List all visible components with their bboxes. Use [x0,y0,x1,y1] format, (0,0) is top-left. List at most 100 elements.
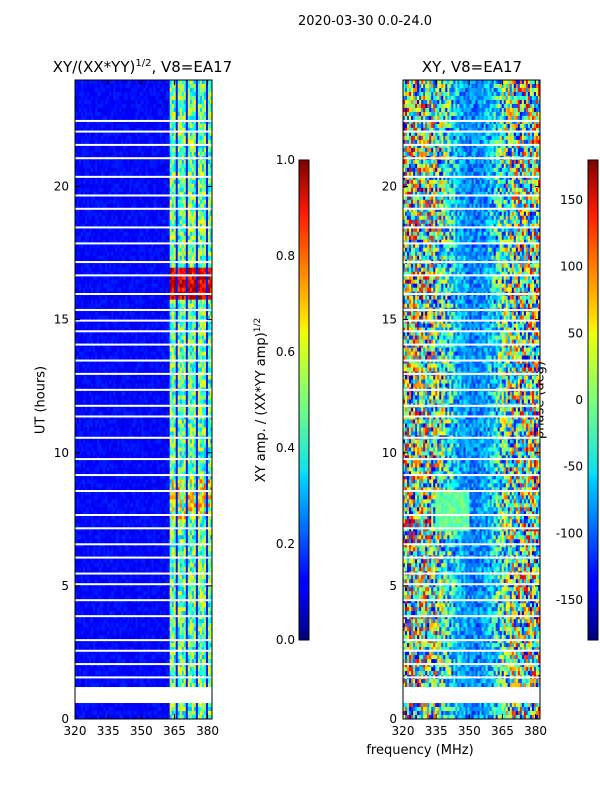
heatmap-cell [167,95,171,101]
heatmap-cell [141,87,144,93]
heatmap-cell [165,80,169,85]
heatmap-cell [147,107,150,113]
heatmap-cell [175,83,179,89]
heatmap-cell [81,119,84,125]
heatmap-cell [183,111,187,117]
heatmap-cell [109,83,112,89]
heatmap-cell [189,107,193,113]
heatmap-cell [159,99,163,105]
heatmap-cell [103,103,106,109]
heatmap-cell [183,83,187,89]
heatmap-cell [127,123,130,129]
heatmap-cell [107,107,110,113]
heatmap-cell [109,99,112,105]
heatmap-cell [141,99,144,105]
heatmap-cell [91,80,94,85]
heatmap-cell [159,87,163,93]
heatmap-cell [191,111,195,117]
heatmap-cell [165,87,169,93]
heatmap-cell [81,95,84,101]
heatmap-cell [149,123,152,129]
heatmap-cell [75,115,78,121]
heatmap-cell [147,115,150,121]
heatmap-cell [107,127,110,133]
heatmap-cell [89,87,92,93]
heatmap-cell [79,123,82,129]
heatmap-cell [201,115,205,121]
heatmap-cell [85,103,88,109]
heatmap-cell [89,115,92,121]
heatmap-cell [127,83,130,89]
heatmap-cell [155,123,158,129]
heatmap-cell [207,103,211,109]
heatmap-cell [115,115,118,121]
heatmap-cell [205,111,209,117]
heatmap-cell [207,123,211,129]
heatmap-cell [151,83,154,89]
heatmap-cell [85,87,88,93]
heatmap-cell [99,83,102,89]
heatmap-cell [195,103,199,109]
heatmap-cell [173,103,177,109]
heatmap-cell [137,119,140,125]
heatmap-cell [161,111,165,117]
heatmap-cell [91,91,94,97]
heatmap-cell [197,80,201,85]
heatmap-cell [171,107,175,113]
heatmap-cell [127,99,130,105]
heatmap-cell [141,123,144,129]
heatmap-cell [157,111,161,117]
heatmap-cell [109,123,112,129]
heatmap-cell [205,99,209,105]
heatmap-cell [137,115,140,121]
heatmap-cell [125,83,128,89]
heatmap-cell [115,87,118,93]
heatmap-cell [133,103,136,109]
heatmap-cell [83,111,86,117]
heatmap-cell [89,91,92,97]
heatmap-cell [79,119,82,125]
heatmap-cell [145,103,148,109]
heatmap-cell [199,99,203,105]
heatmap-cell [205,119,209,125]
heatmap-cell [155,99,158,105]
heatmap-cell [165,91,169,97]
heatmap-cell [171,99,175,105]
heatmap-cell [207,111,211,117]
heatmap-cell [79,111,82,117]
heatmap-cell [91,103,94,109]
heatmap-cell [141,119,144,125]
heatmap-cell [119,119,122,125]
heatmap-cell [107,87,110,93]
heatmap-cell [159,123,163,129]
heatmap-cell [95,119,98,125]
heatmap-cell [205,115,209,121]
heatmap-cell [101,107,104,113]
heatmap-cell [125,87,128,93]
heatmap-cell [175,95,179,101]
heatmap-cell [113,80,116,85]
heatmap-cell [133,99,136,105]
heatmap-cell [121,119,124,125]
heatmap-cell [187,83,191,89]
heatmap-cell [135,119,138,125]
heatmap-cell [161,87,165,93]
heatmap-cell [129,115,132,121]
heatmap-cell [99,103,102,109]
heatmap-cell [177,83,181,89]
heatmap-cell [181,95,185,101]
heatmap-cell [93,103,96,109]
heatmap-cell [165,99,169,105]
heatmap-cell [197,95,201,101]
heatmap-cell [107,95,110,101]
heatmap-cell [145,111,148,117]
left-title-base: XY/(XX*YY) [53,58,136,76]
heatmap-cell [75,123,78,129]
heatmap-cell [189,95,193,101]
heatmap-cell [169,111,173,117]
heatmap-cell [89,119,92,125]
heatmap-cell [123,99,126,105]
heatmap-cell [99,107,102,113]
heatmap-cell [143,95,146,101]
heatmap-cell [195,107,199,113]
